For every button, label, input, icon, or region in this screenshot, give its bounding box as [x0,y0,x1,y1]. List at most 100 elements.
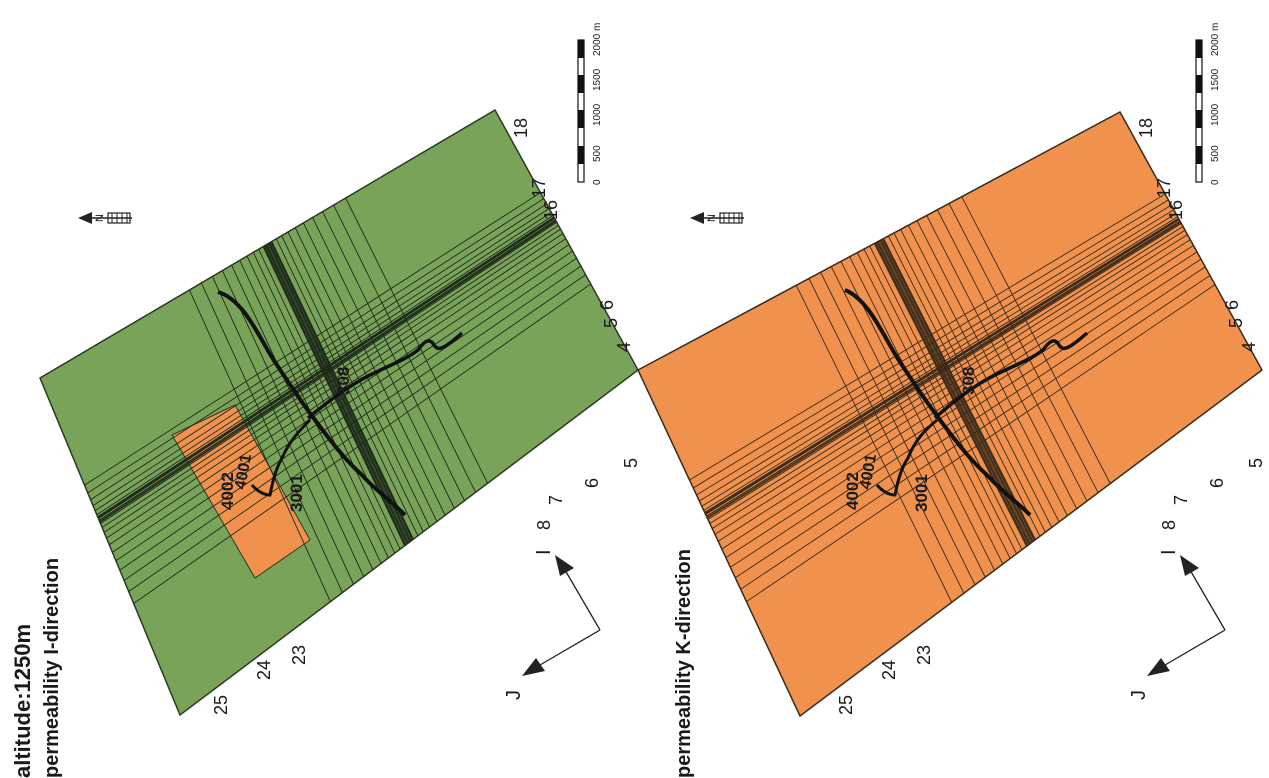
grid-line [740,275,1211,590]
grid-line [92,208,550,507]
bottom-well-4002: 4002 [843,472,862,510]
grid-line [345,197,489,484]
grid-line [302,222,446,516]
grid-line [706,220,1181,517]
bottom-i-label-5b: 5 [1226,318,1246,328]
bottom-i-label-6: 6 [1207,478,1227,488]
grid-line [706,221,1181,519]
grid-line [730,258,1202,568]
grid-line [94,211,552,512]
bottom-j-label-17: 17 [1154,178,1174,198]
grid-line [96,215,554,516]
bottom-well-3001: 3001 [912,474,931,512]
top-i-label-4: 4 [614,342,634,352]
grid-line [189,289,331,602]
grid-line [707,223,1182,520]
grid-line [856,252,1011,559]
bottom-well-4001: 4001 [857,453,880,491]
grid-line [701,213,1177,507]
top-j-label-23: 23 [289,645,309,665]
grid-line [294,227,438,522]
bottom-north-arrow: N [690,212,744,224]
top-i-label-7: 7 [546,495,566,505]
top-i-label-5b: 5 [601,318,621,328]
top-scale-500: 500 [592,145,603,162]
grid-line [97,216,555,518]
top-tunnel-east-west [217,290,407,517]
grid-line [705,219,1180,515]
top-well-3001: 3001 [287,474,306,512]
grid-line [711,229,1186,529]
grid-line [746,284,1216,602]
grid-line [709,226,1184,524]
grid-line [876,242,1030,545]
top-well-4002: 4002 [218,472,237,510]
top-panel: altitude:1250m permeability I-direction … [10,23,641,778]
bottom-i-label-5a: 5 [1246,458,1266,468]
bottom-scale-500: 500 [1210,145,1221,162]
bottom-j-label-25: 25 [836,695,856,715]
grid-line [84,192,541,486]
grid-line [231,264,374,570]
top-axis-i-label: I [533,549,555,555]
top-axes-indicator: I J [503,549,601,700]
bottom-scale-2000: 2000 m [1210,23,1221,56]
grid-line [717,239,1191,542]
grid-line [128,274,586,592]
grid-line [99,220,557,523]
grid-line [109,238,567,546]
top-tunnel-branch [250,418,312,497]
grid-line [880,239,1034,542]
grid-line [725,251,1198,559]
grid-line [87,198,544,494]
grid-line [98,217,555,519]
grid-line [795,285,953,603]
top-tunnel-north-south [306,331,464,420]
grid-line [101,224,559,528]
grid-line [961,196,1111,484]
top-j-label-18: 18 [511,118,531,138]
bottom-axes-indicator: I J [1128,549,1226,700]
grid-line [869,245,1023,550]
bottom-i-label-7: 7 [1171,495,1191,505]
top-scale-0: 0 [592,179,603,185]
bottom-tunnel-east-west [844,288,1032,517]
top-j-label-17: 17 [529,178,549,198]
top-highlight-zone [171,404,311,579]
top-north-arrow: N [78,212,132,224]
bottom-north-label: N [706,214,718,222]
bottom-tunnel-branch [875,418,938,497]
top-scale-bar: 0 500 1000 1500 2000 m [577,23,603,185]
top-j-label-16: 16 [541,200,561,220]
bottom-i-label-6b: 6 [1222,300,1242,310]
grid-line [874,242,1028,547]
grid-line [893,232,1046,533]
top-j-label-24: 24 [254,660,274,680]
bottom-axis-j-label: J [1128,690,1150,700]
grid-line [830,266,986,578]
bottom-scale-1000: 1000 [1210,103,1221,126]
grid-line [133,283,591,604]
top-i-label-6: 6 [582,478,602,488]
bottom-j-label-23: 23 [914,645,934,665]
bottom-scale-bar: 0 500 1000 1500 2000 m [1195,23,1221,185]
grid-line [322,211,465,501]
bottom-j-label-18: 18 [1136,118,1156,138]
bottom-grid-lines [689,193,1216,603]
grid-line [820,272,976,586]
top-i-label-5a: 5 [621,458,641,468]
grid-line [948,203,1099,493]
grid-line [222,270,365,577]
top-title-line1: altitude:1250m [10,624,35,778]
grid-line [312,217,455,509]
top-scale-1500: 1500 [592,68,603,91]
bottom-axis-i-label: I [1158,549,1180,555]
grid-line [333,204,476,493]
grid-line [849,256,1004,565]
bottom-j-label-24: 24 [879,660,899,680]
bottom-i-label-8: 8 [1159,520,1179,530]
grid-line [735,266,1206,579]
top-scale-1000: 1000 [592,103,603,126]
grid-line [90,203,547,501]
